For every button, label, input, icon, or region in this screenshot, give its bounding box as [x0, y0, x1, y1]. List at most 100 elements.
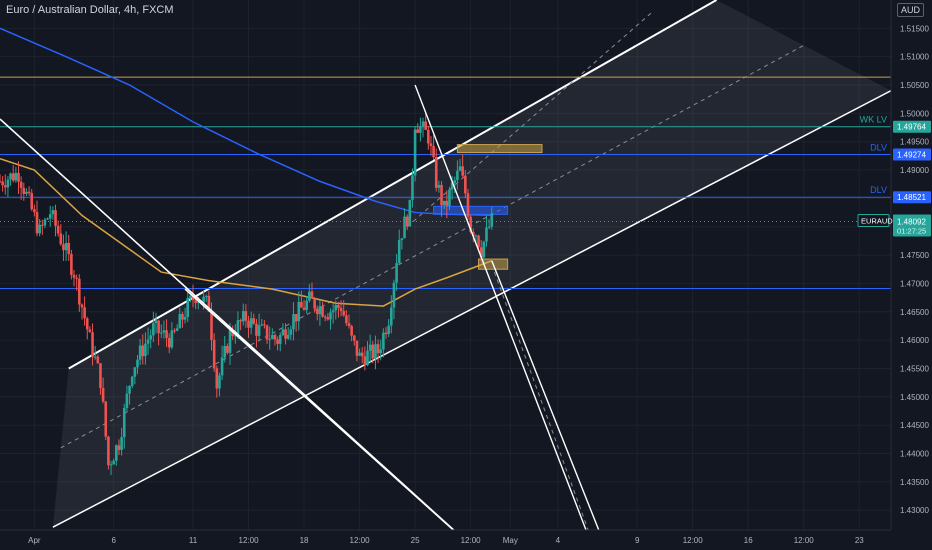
candle-body [141, 345, 145, 357]
moving-average-line [0, 158, 493, 307]
candle-body [64, 242, 68, 251]
candle-body [252, 318, 256, 324]
price-axis-tick-label: 1.45500 [900, 364, 929, 373]
candle-body [101, 388, 105, 402]
price-axis-tick-label: 1.50500 [900, 81, 929, 90]
candle-body [408, 199, 412, 227]
candle-body [477, 235, 480, 248]
currency-badge[interactable]: AUD [896, 3, 924, 17]
price-axis-tick-label: 1.43500 [900, 478, 929, 487]
price-axis-tick-label: 1.49000 [900, 166, 929, 175]
candle-body [130, 376, 134, 386]
candle-body [263, 324, 266, 326]
candle-body [122, 407, 126, 438]
candle-body [11, 173, 15, 181]
bar-countdown: 01:27:25 [897, 227, 926, 236]
trendline [493, 271, 589, 530]
candle-body [490, 213, 494, 227]
candle-body [384, 332, 388, 335]
candle-body [30, 193, 34, 210]
candle-body [424, 121, 427, 130]
candle-body [41, 224, 44, 226]
candle-body [212, 339, 216, 369]
time-axis-tick-label: 18 [300, 536, 309, 545]
candle-body [294, 314, 298, 322]
symbol-label-box [857, 214, 890, 228]
candle-body [440, 184, 443, 206]
candle-body [226, 345, 229, 353]
candle-body [284, 329, 287, 339]
candle-body [331, 310, 335, 313]
candle-body [218, 375, 221, 389]
time-axis-tick-label: 12:00 [461, 536, 482, 545]
time-axis-tick-label: 23 [855, 536, 864, 545]
symbol-label: EURAUD [861, 217, 893, 226]
candle-body [249, 318, 253, 328]
time-axis-tick-label: May [503, 536, 518, 545]
candle-body [466, 193, 470, 217]
candle-body [405, 216, 409, 227]
candle-body [83, 307, 86, 319]
candle-body [273, 335, 277, 340]
price-axis-tick-label: 1.46000 [900, 336, 929, 345]
level-price-tag [893, 148, 931, 161]
candle-body [421, 121, 425, 127]
candle-body [109, 464, 113, 466]
candle-body [244, 311, 248, 321]
candle-body [85, 318, 89, 330]
candle-body [347, 323, 351, 327]
candle-body [99, 363, 102, 389]
candle-body [239, 320, 242, 322]
channel-upper-line [68, 0, 717, 370]
candle-body [445, 200, 449, 206]
candle-body [210, 311, 213, 340]
candle-body [117, 445, 121, 450]
candle-body [310, 291, 314, 299]
candle-body [371, 344, 375, 359]
candle-body [342, 310, 346, 316]
candle-body [289, 329, 293, 335]
candle-body [178, 313, 182, 329]
level-price-tag-text: 1.49274 [897, 151, 926, 160]
candle-body [387, 325, 390, 335]
candle-body [397, 240, 401, 264]
level-price-tag [893, 191, 931, 204]
supply-demand-zone [433, 205, 509, 215]
time-axis-tick-label: 12:00 [350, 536, 371, 545]
level-price-tag-text: 1.48521 [897, 193, 926, 202]
candle-body [78, 278, 81, 305]
candle-body [432, 146, 435, 157]
plot-area [0, 0, 891, 530]
candle-body [392, 282, 396, 308]
candle-body [355, 340, 359, 356]
candle-body [91, 332, 94, 357]
candle-body [215, 368, 219, 389]
candle-body [302, 307, 306, 310]
candle-body [191, 295, 195, 301]
candle-body [416, 129, 420, 133]
candle-body [434, 156, 438, 188]
candle-body [157, 320, 160, 334]
candle-body [260, 324, 264, 326]
candle-body [223, 345, 227, 358]
candle-body [411, 175, 414, 200]
candle-body [292, 314, 295, 330]
candle-body [194, 300, 197, 303]
candle-body [17, 172, 20, 182]
candle-body [360, 352, 364, 357]
channel-fill [52, 0, 891, 528]
candle-body [72, 274, 76, 278]
candle-body [202, 296, 205, 303]
candle-body [35, 212, 39, 234]
candle-body [1, 181, 4, 186]
candle-body [456, 170, 459, 181]
candle-body [265, 325, 269, 340]
candle-body [3, 185, 7, 188]
price-axis-tick-label: 1.51500 [900, 24, 929, 33]
candle-body [308, 291, 311, 301]
candle-body [482, 241, 486, 258]
candle-body [175, 328, 179, 331]
candle-body [56, 225, 60, 234]
candle-body [228, 329, 232, 353]
